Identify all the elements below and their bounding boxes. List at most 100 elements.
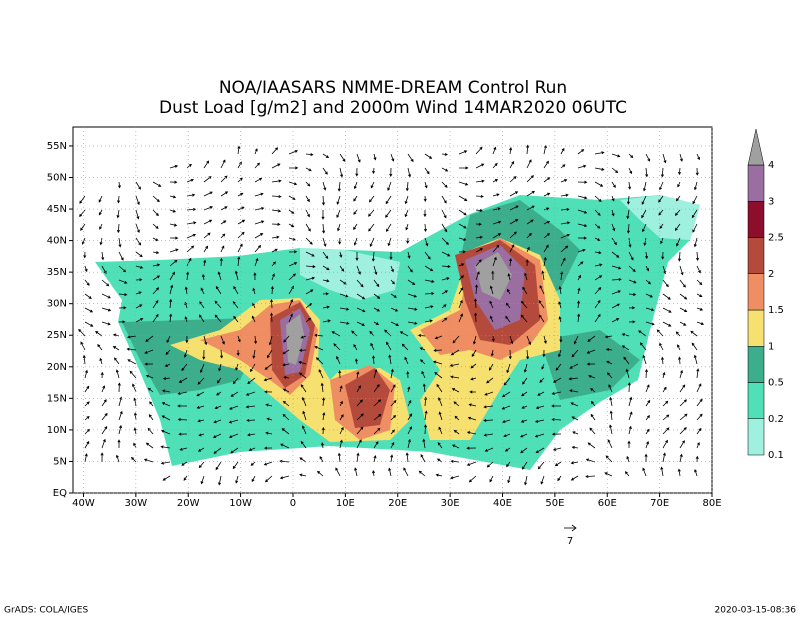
wind-arrow bbox=[458, 150, 468, 155]
wind-arrow bbox=[288, 262, 298, 267]
wind-arrow bbox=[628, 181, 632, 190]
wind-arrow bbox=[390, 153, 395, 162]
wind-arrow bbox=[407, 386, 411, 393]
wind-arrow bbox=[322, 305, 330, 309]
wind-arrow bbox=[271, 194, 282, 199]
wind-arrow bbox=[437, 442, 443, 449]
wind-arrow bbox=[305, 276, 316, 281]
wind-arrow bbox=[84, 385, 90, 393]
wind-arrow bbox=[339, 439, 343, 449]
wind-arrow bbox=[135, 195, 140, 206]
wind-arrow bbox=[435, 473, 443, 477]
wind-arrow bbox=[594, 181, 604, 187]
wind-arrow bbox=[135, 291, 142, 295]
colorbar-label: 2 bbox=[768, 269, 774, 280]
wind-arrow bbox=[492, 207, 501, 211]
wind-arrow bbox=[645, 167, 649, 178]
wind-arrow bbox=[283, 335, 290, 343]
wind-arrow bbox=[353, 209, 358, 215]
wind-arrow bbox=[145, 374, 154, 379]
wind-arrow bbox=[254, 335, 258, 345]
wind-arrow bbox=[216, 377, 222, 384]
wind-arrow bbox=[696, 265, 701, 274]
wind-arrow bbox=[677, 181, 681, 188]
wind-arrow bbox=[321, 210, 325, 220]
wind-arrow bbox=[152, 313, 159, 323]
wind-arrow bbox=[322, 167, 328, 175]
wind-arrow bbox=[662, 414, 670, 421]
wind-arrow bbox=[679, 453, 683, 463]
wind-arrow bbox=[403, 467, 409, 477]
wind-arrow bbox=[406, 237, 410, 244]
wind-arrow bbox=[524, 272, 528, 281]
wind-arrow bbox=[282, 400, 290, 407]
wind-arrow bbox=[475, 235, 483, 239]
wind-arrow bbox=[84, 369, 88, 379]
wind-arrow bbox=[390, 293, 397, 298]
wind-arrow bbox=[82, 354, 86, 365]
wind-arrow bbox=[353, 181, 358, 190]
wind-arrow bbox=[423, 223, 427, 233]
wind-arrow bbox=[233, 285, 239, 295]
wind-arrow bbox=[265, 403, 273, 407]
wind-arrow bbox=[611, 237, 617, 246]
wind-arrow bbox=[525, 259, 529, 267]
wind-arrow bbox=[611, 290, 622, 295]
wind-arrow bbox=[298, 348, 307, 352]
wind-arrow bbox=[129, 370, 137, 379]
wind-arrow bbox=[145, 442, 154, 449]
colorbar-box bbox=[747, 309, 765, 347]
wind-arrow bbox=[117, 195, 121, 204]
wind-arrow bbox=[628, 320, 636, 324]
wind-arrow bbox=[219, 257, 223, 267]
wind-arrow bbox=[83, 251, 87, 259]
wind-arrow bbox=[373, 368, 378, 379]
wind-arrow bbox=[438, 411, 443, 421]
wind-arrow bbox=[507, 273, 511, 281]
wind-arrow bbox=[298, 372, 307, 379]
wind-arrow bbox=[551, 432, 562, 436]
wind-arrow bbox=[370, 181, 375, 189]
wind-arrow bbox=[371, 355, 376, 365]
wind-arrow bbox=[177, 418, 188, 422]
y-tick-label: EQ bbox=[53, 488, 67, 499]
wind-arrow bbox=[321, 195, 326, 206]
wind-arrow bbox=[626, 195, 630, 205]
wind-arrow bbox=[424, 237, 429, 247]
wind-arrow bbox=[608, 384, 613, 393]
wind-arrow bbox=[571, 349, 579, 358]
wind-arrow bbox=[560, 257, 566, 267]
wind-arrow bbox=[385, 209, 392, 218]
wind-arrow bbox=[604, 472, 613, 477]
x-tick-label: 20W bbox=[177, 498, 200, 509]
wind-arrow bbox=[144, 349, 154, 354]
wind-arrow bbox=[594, 287, 602, 295]
wind-arrow bbox=[450, 475, 460, 480]
y-tick-label: 30N bbox=[47, 299, 67, 310]
wind-arrow bbox=[645, 440, 650, 449]
wind-arrow bbox=[263, 461, 273, 466]
wind-arrow bbox=[554, 461, 562, 467]
wind-arrow bbox=[458, 237, 467, 241]
wind-arrow bbox=[423, 195, 427, 202]
wind-arrow bbox=[356, 293, 366, 300]
wind-arrow bbox=[95, 331, 103, 337]
wind-arrow bbox=[641, 209, 647, 219]
wind-arrow bbox=[353, 237, 358, 246]
wind-arrow bbox=[220, 220, 227, 225]
wind-arrow bbox=[338, 237, 342, 245]
wind-arrow bbox=[628, 251, 634, 261]
wind-arrow bbox=[232, 461, 239, 470]
wind-arrow bbox=[301, 396, 307, 407]
wind-arrow bbox=[405, 181, 409, 192]
wind-arrow bbox=[520, 447, 528, 454]
wind-arrow bbox=[560, 245, 569, 253]
wind-arrow bbox=[452, 335, 460, 344]
wind-arrow bbox=[237, 335, 241, 343]
wind-arrow bbox=[585, 474, 596, 479]
wind-arrow bbox=[662, 439, 668, 449]
wind-arrow bbox=[127, 359, 137, 365]
wind-arrow bbox=[577, 149, 585, 155]
wind-arrow bbox=[390, 321, 400, 326]
wind-arrow bbox=[423, 210, 427, 218]
